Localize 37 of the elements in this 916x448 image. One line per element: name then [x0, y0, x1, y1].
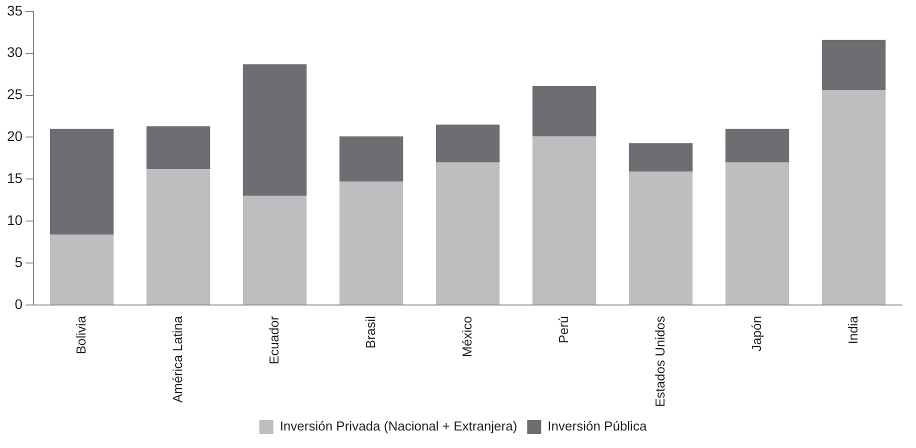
y-tick-label: 15 [6, 170, 23, 186]
x-tick-label: Brasil [362, 316, 378, 348]
x-tick-label: Ecuador [266, 315, 282, 364]
bar [339, 136, 404, 182]
y-tick-label: 25 [6, 86, 23, 102]
y-tick-label: 10 [6, 212, 23, 228]
x-tick-label: Perú [556, 316, 571, 344]
x-tick-label: Japón [748, 316, 764, 352]
bar [436, 124, 500, 162]
bar [725, 128, 790, 162]
bar [339, 182, 404, 304]
x-tick-label: India [845, 315, 860, 344]
x-tick-label: Estados Unidos [652, 315, 668, 408]
bar [50, 128, 114, 234]
legend-label: Inversión Privada (Nacional + Extranjera) [280, 418, 518, 434]
bar [146, 126, 210, 170]
bar [822, 40, 886, 90]
legend-label: Inversión Pública [548, 418, 648, 434]
y-tick-label: 35 [6, 2, 23, 18]
y-tick-label: 20 [6, 128, 23, 144]
y-tick-label: 30 [6, 44, 23, 60]
y-tick-label: 0 [14, 296, 23, 312]
x-tick-label: Bolivia [73, 315, 88, 354]
bar [628, 143, 693, 172]
bar [146, 169, 210, 304]
x-tick-label: América Latina [170, 315, 185, 403]
x-tick-label: México [459, 316, 474, 358]
bar [50, 234, 114, 304]
bar [532, 136, 596, 304]
bar [532, 86, 596, 136]
bar [242, 64, 307, 196]
bar [725, 162, 790, 304]
bar [822, 90, 886, 304]
bar [436, 162, 500, 304]
y-tick-label: 5 [14, 254, 23, 270]
bar [628, 172, 693, 304]
bar [242, 196, 307, 304]
